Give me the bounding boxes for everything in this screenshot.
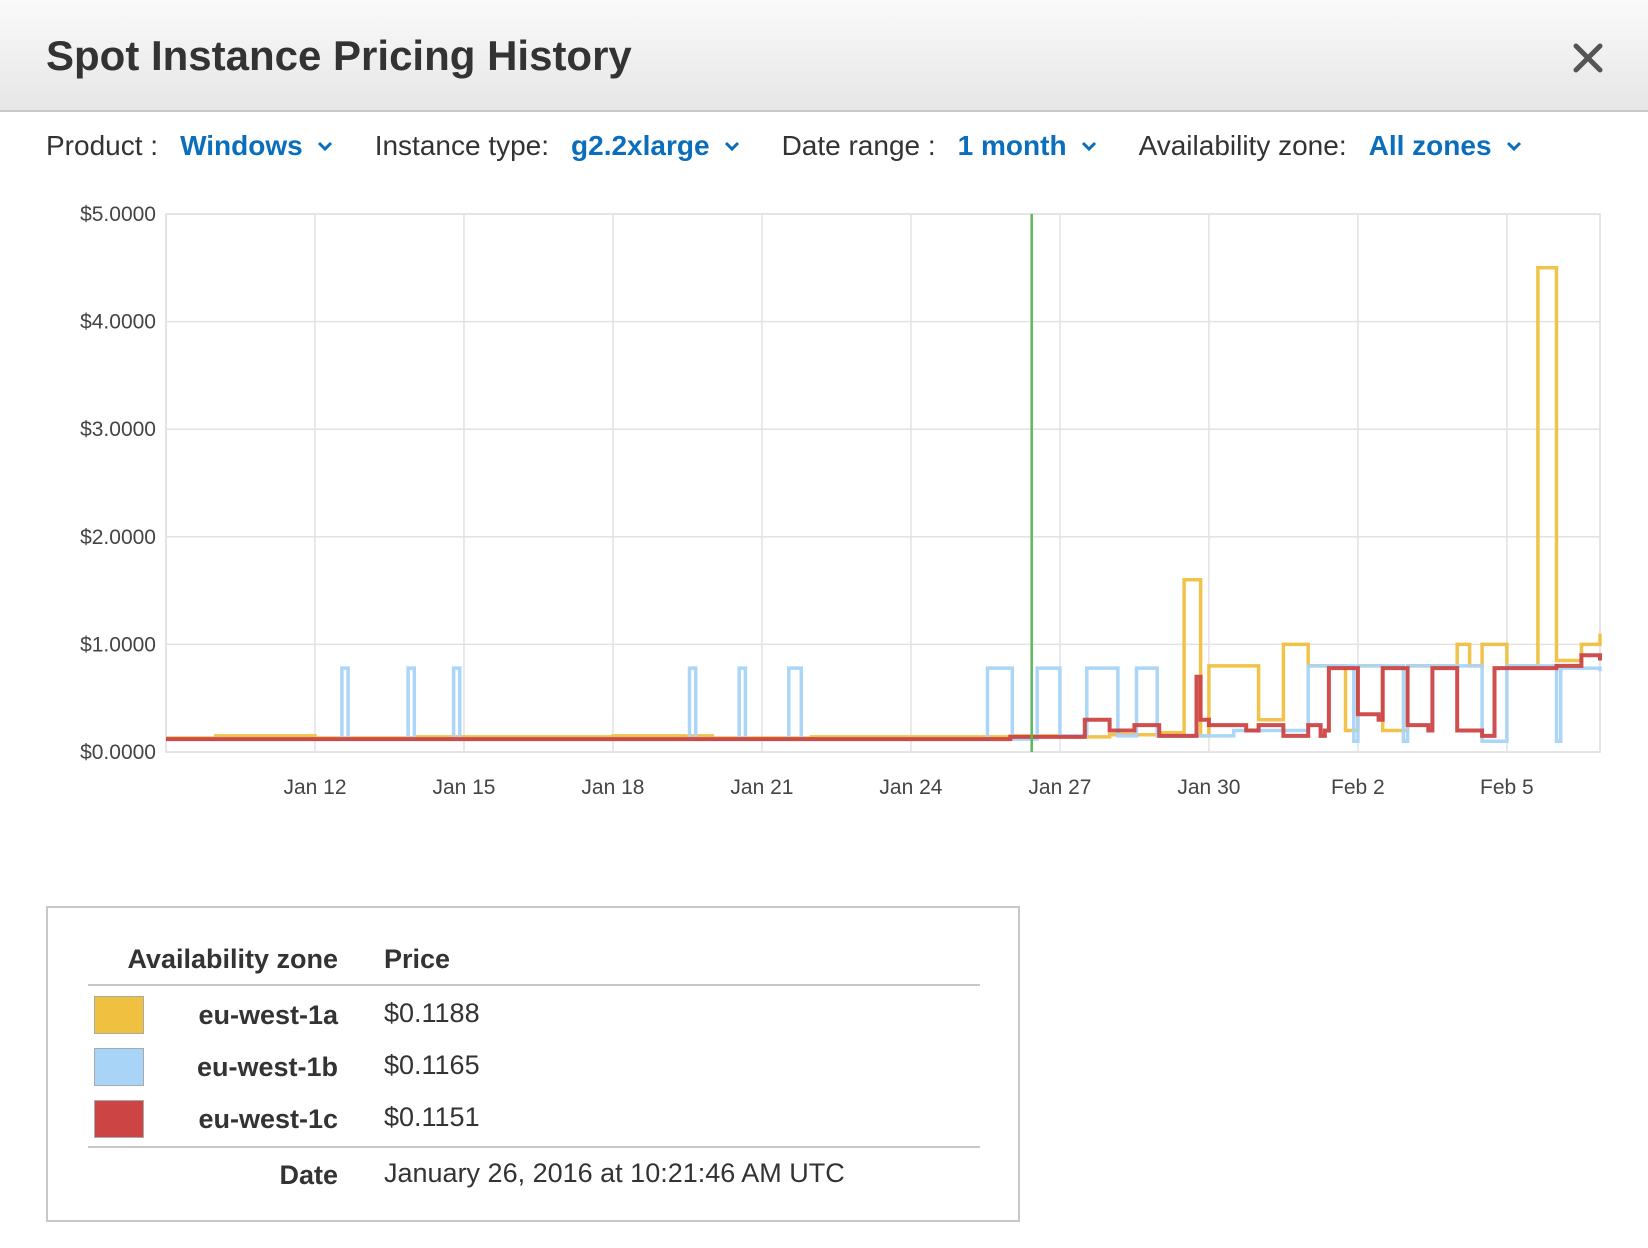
instance-type-label: Instance type: [374, 130, 550, 161]
instance-type-value: g2.2xlarge [571, 130, 710, 161]
legend-zone-header: Availability zone [127, 944, 338, 974]
legend-price: $0.1188 [384, 998, 480, 1028]
plot-area [165, 213, 1601, 753]
x-tick-label: Jan 15 [432, 776, 495, 799]
availability-zone-value: All zones [1368, 130, 1492, 161]
x-tick-label: Jan 30 [1177, 776, 1240, 799]
date-range-dropdown[interactable]: 1 month [958, 130, 1097, 162]
y-tick-label: $2.0000 [80, 526, 156, 549]
legend-row: eu-west-1a $0.1188 [48, 992, 1018, 1044]
legend-zone: eu-west-1a [198, 1000, 338, 1030]
date-range-label: Date range : [781, 130, 936, 161]
legend-price: $0.1165 [384, 1050, 480, 1080]
x-tick-label: Feb 2 [1331, 776, 1385, 799]
series-line-eu-west-1c [166, 653, 1602, 742]
price-chart[interactable]: $0.0000 $1.0000 $2.0000 $3.0000 $4.0000 $5.00… [0, 186, 1648, 826]
y-tick-label: $1.0000 [80, 633, 156, 656]
availability-zone-label: Availability zone: [1138, 130, 1347, 161]
x-tick-label: Jan 12 [283, 776, 346, 799]
instance-type-dropdown[interactable]: g2.2xlarge [571, 130, 740, 162]
close-icon [1573, 43, 1603, 73]
x-tick-label: Feb 5 [1480, 776, 1534, 799]
chevron-down-icon [724, 141, 739, 152]
date-range-value: 1 month [957, 130, 1067, 161]
x-tick-label: Jan 27 [1028, 776, 1091, 799]
y-tick-label: $3.0000 [80, 418, 156, 441]
close-button[interactable] [1566, 36, 1610, 80]
legend-swatch-1c [94, 1100, 144, 1138]
series-line-eu-west-1b [166, 664, 1602, 743]
legend-date-label: Date [279, 1160, 338, 1190]
legend-zone: eu-west-1b [196, 1052, 338, 1082]
chevron-down-icon [317, 141, 332, 152]
chevron-down-icon [1506, 141, 1521, 152]
availability-zone-dropdown[interactable]: All zones [1369, 130, 1522, 162]
filter-bar: Product : Windows Instance type: g2.2xla… [46, 124, 1564, 168]
price-legend: Availability zone Price eu-west-1a $0.11… [46, 906, 1020, 1222]
y-tick-label: $4.0000 [80, 311, 156, 334]
x-tick-label: Jan 24 [879, 776, 942, 799]
dialog-title: Spot Instance Pricing History [46, 32, 632, 79]
legend-price-header: Price [384, 944, 451, 974]
legend-price: $0.1151 [384, 1102, 480, 1132]
product-value: Windows [180, 130, 303, 161]
legend-row: eu-west-1c $0.1151 [48, 1096, 1018, 1148]
legend-swatch-1b [94, 1048, 144, 1086]
dialog-header: Spot Instance Pricing History [0, 0, 1648, 112]
legend-row: eu-west-1b $0.1165 [48, 1044, 1018, 1096]
legend-date-row: Date January 26, 2016 at 10:21:46 AM UTC [48, 1152, 1018, 1204]
x-tick-label: Jan 18 [581, 776, 644, 799]
legend-divider [88, 984, 980, 986]
product-dropdown[interactable]: Windows [180, 130, 333, 162]
chevron-down-icon [1081, 141, 1096, 152]
legend-divider [88, 1146, 980, 1148]
x-tick-label: Jan 21 [730, 776, 793, 799]
legend-date-value: January 26, 2016 at 10:21:46 AM UTC [384, 1158, 845, 1188]
y-tick-label: $0.0000 [80, 741, 156, 764]
legend-swatch-1a [94, 996, 144, 1034]
legend-zone: eu-west-1c [198, 1104, 338, 1134]
product-label: Product : [46, 130, 159, 161]
y-tick-label: $5.0000 [80, 203, 156, 226]
